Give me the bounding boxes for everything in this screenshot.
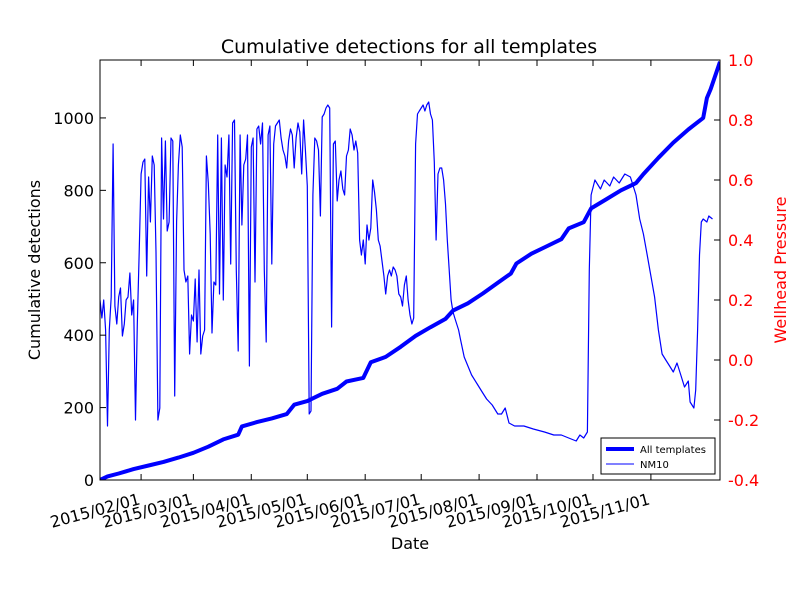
left-tick-label: 0 xyxy=(84,471,94,490)
right-tick-label: 1.0 xyxy=(728,51,753,70)
series-line-nm10 xyxy=(100,101,713,442)
series-line-all-templates xyxy=(100,61,720,480)
left-tick-label: 200 xyxy=(63,399,94,418)
right-tick-label: 0.0 xyxy=(728,351,753,370)
plot-frame xyxy=(99,59,721,481)
left-tick-label: 600 xyxy=(63,254,94,273)
legend-box xyxy=(600,437,716,475)
left-tick-label: 1000 xyxy=(53,109,94,128)
y-axis-title: Cumulative detections xyxy=(25,180,44,360)
legend: All templates NM10 xyxy=(600,437,716,475)
right-tick-label: 0.6 xyxy=(728,171,753,190)
chart-title: Cumulative detections for all templates xyxy=(221,36,597,58)
left-tick-label: 800 xyxy=(63,181,94,200)
right-axis-ticks: -0.4 -0.2 0.0 0.2 0.4 0.6 0.8 1.0 xyxy=(714,51,759,490)
left-tick-label: 400 xyxy=(63,326,94,345)
legend-label-nm10: NM10 xyxy=(640,460,669,471)
plot-area xyxy=(100,61,720,480)
x-axis-title: Date xyxy=(391,534,429,553)
right-tick-label: -0.4 xyxy=(728,471,759,490)
right-tick-label: 0.8 xyxy=(728,111,753,130)
right-tick-label: 0.4 xyxy=(728,231,753,250)
legend-label-all-templates: All templates xyxy=(640,445,706,456)
left-axis-ticks: 0 200 400 600 800 1000 xyxy=(53,109,106,490)
right-tick-label: -0.2 xyxy=(728,411,759,430)
y2-axis-title: Wellhead Pressure xyxy=(771,197,790,344)
right-tick-label: 0.2 xyxy=(728,291,753,310)
